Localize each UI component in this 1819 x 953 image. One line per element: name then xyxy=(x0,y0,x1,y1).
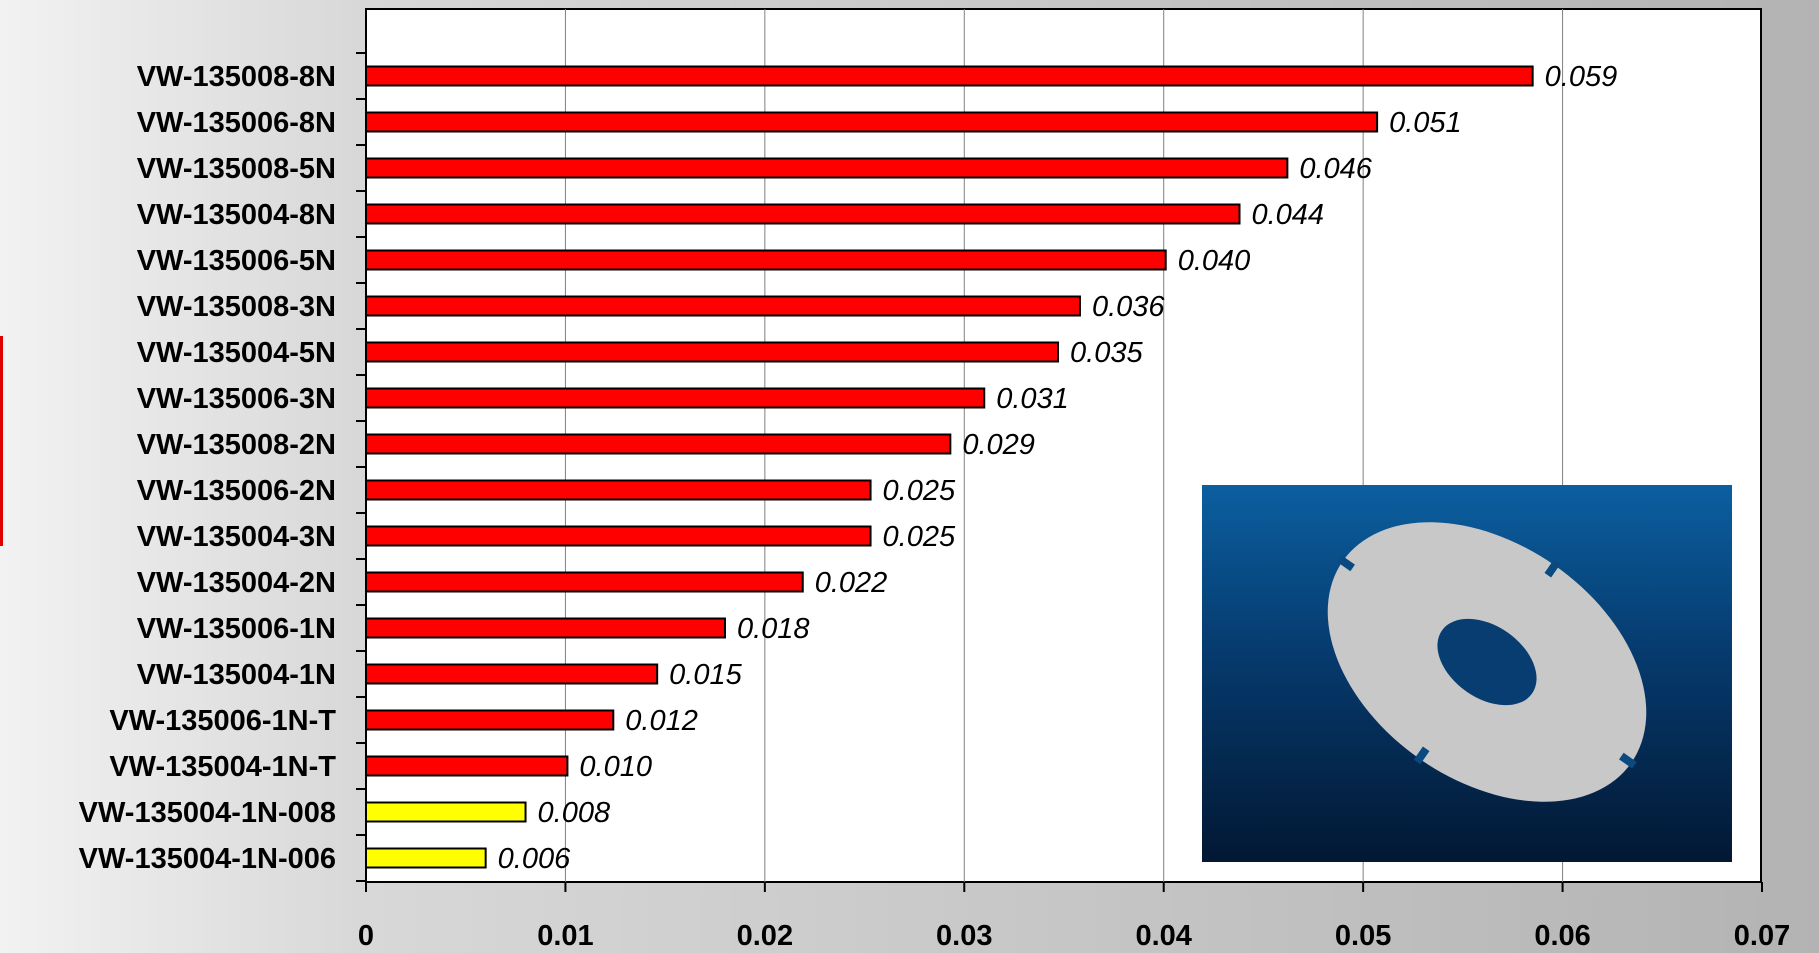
washer-icon xyxy=(1327,522,1647,802)
value-label: 0.006 xyxy=(498,843,571,875)
category-label: VW-135004-1N-008 xyxy=(79,797,336,829)
bar-VW-135008-8N xyxy=(365,65,1534,87)
category-label: VW-135008-5N xyxy=(137,153,336,185)
red-accent-line xyxy=(0,336,3,546)
category-label: VW-135006-2N xyxy=(137,475,336,507)
washer-photo-inset xyxy=(1202,485,1732,862)
x-tick-label: 0.03 xyxy=(936,920,992,952)
category-label: VW-135004-1N xyxy=(137,659,336,691)
category-label: VW-135004-8N xyxy=(137,199,336,231)
value-label: 0.025 xyxy=(883,521,956,553)
category-label: VW-135006-1N xyxy=(137,613,336,645)
bar-VW-135006-5N xyxy=(365,249,1167,271)
category-label: VW-135004-2N xyxy=(137,567,336,599)
value-label: 0.015 xyxy=(669,659,742,691)
bar-VW-135004-1N-006 xyxy=(365,847,487,869)
x-tick-label: 0.01 xyxy=(537,920,593,952)
category-label: VW-135006-1N-T xyxy=(109,705,336,737)
x-tick-label: 0.06 xyxy=(1534,920,1590,952)
bar-VW-135006-3N xyxy=(365,387,986,409)
value-label: 0.044 xyxy=(1251,199,1324,231)
value-label: 0.029 xyxy=(962,429,1035,461)
x-tick-label: 0.07 xyxy=(1734,920,1790,952)
category-label: VW-135004-1N-T xyxy=(109,751,336,783)
bars xyxy=(365,65,1534,869)
value-label: 0.012 xyxy=(625,705,698,737)
value-label: 0.035 xyxy=(1070,337,1143,369)
x-tick-label: 0.05 xyxy=(1335,920,1391,952)
x-tick-label: 0.02 xyxy=(737,920,793,952)
bar-VW-135008-5N xyxy=(365,157,1289,179)
value-label: 0.008 xyxy=(538,797,611,829)
bar-VW-135006-8N xyxy=(365,111,1379,133)
value-label: 0.051 xyxy=(1389,107,1462,139)
bar-VW-135004-1N-008 xyxy=(365,801,527,823)
bar-VW-135008-2N xyxy=(365,433,952,455)
x-axis: 0 0.01 0.02 0.03 0.04 0.05 0.06 0.07 xyxy=(356,52,1790,952)
category-label: VW-135004-1N-006 xyxy=(79,843,336,875)
value-label: 0.059 xyxy=(1545,61,1618,93)
bar-VW-135006-1N xyxy=(365,617,726,639)
category-label: VW-135006-8N xyxy=(137,107,336,139)
x-tick-label: 0.04 xyxy=(1135,920,1191,952)
category-label: VW-135008-8N xyxy=(137,61,336,93)
category-label: VW-135008-2N xyxy=(137,429,336,461)
bar-VW-135004-5N xyxy=(365,341,1060,363)
category-labels: VW-135008-8N VW-135006-8N VW-135008-5N VW-1… xyxy=(79,61,337,875)
bar-VW-135006-1N-T xyxy=(365,709,615,731)
category-label: VW-135006-5N xyxy=(137,245,336,277)
bar-VW-135006-2N xyxy=(365,479,872,501)
value-label: 0.040 xyxy=(1178,245,1251,277)
value-label: 0.025 xyxy=(883,475,956,507)
bar-VW-135004-1N xyxy=(365,663,659,685)
x-tick-label: 0 xyxy=(358,920,374,952)
bar-VW-135008-3N xyxy=(365,295,1081,317)
category-label: VW-135004-3N xyxy=(137,521,336,553)
category-label: VW-135006-3N xyxy=(137,383,336,415)
value-label: 0.046 xyxy=(1299,153,1372,185)
bar-VW-135004-2N xyxy=(365,571,804,593)
bar-VW-135004-3N xyxy=(365,525,872,547)
value-label: 0.022 xyxy=(815,567,888,599)
bar-VW-135004-8N xyxy=(365,203,1241,225)
value-label: 0.036 xyxy=(1092,291,1165,323)
category-label: VW-135008-3N xyxy=(137,291,336,323)
value-label: 0.018 xyxy=(737,613,810,645)
category-label: VW-135004-5N xyxy=(137,337,336,369)
value-label: 0.010 xyxy=(579,751,652,783)
bar-VW-135004-1N-T xyxy=(365,755,569,777)
value-label: 0.031 xyxy=(996,383,1069,415)
